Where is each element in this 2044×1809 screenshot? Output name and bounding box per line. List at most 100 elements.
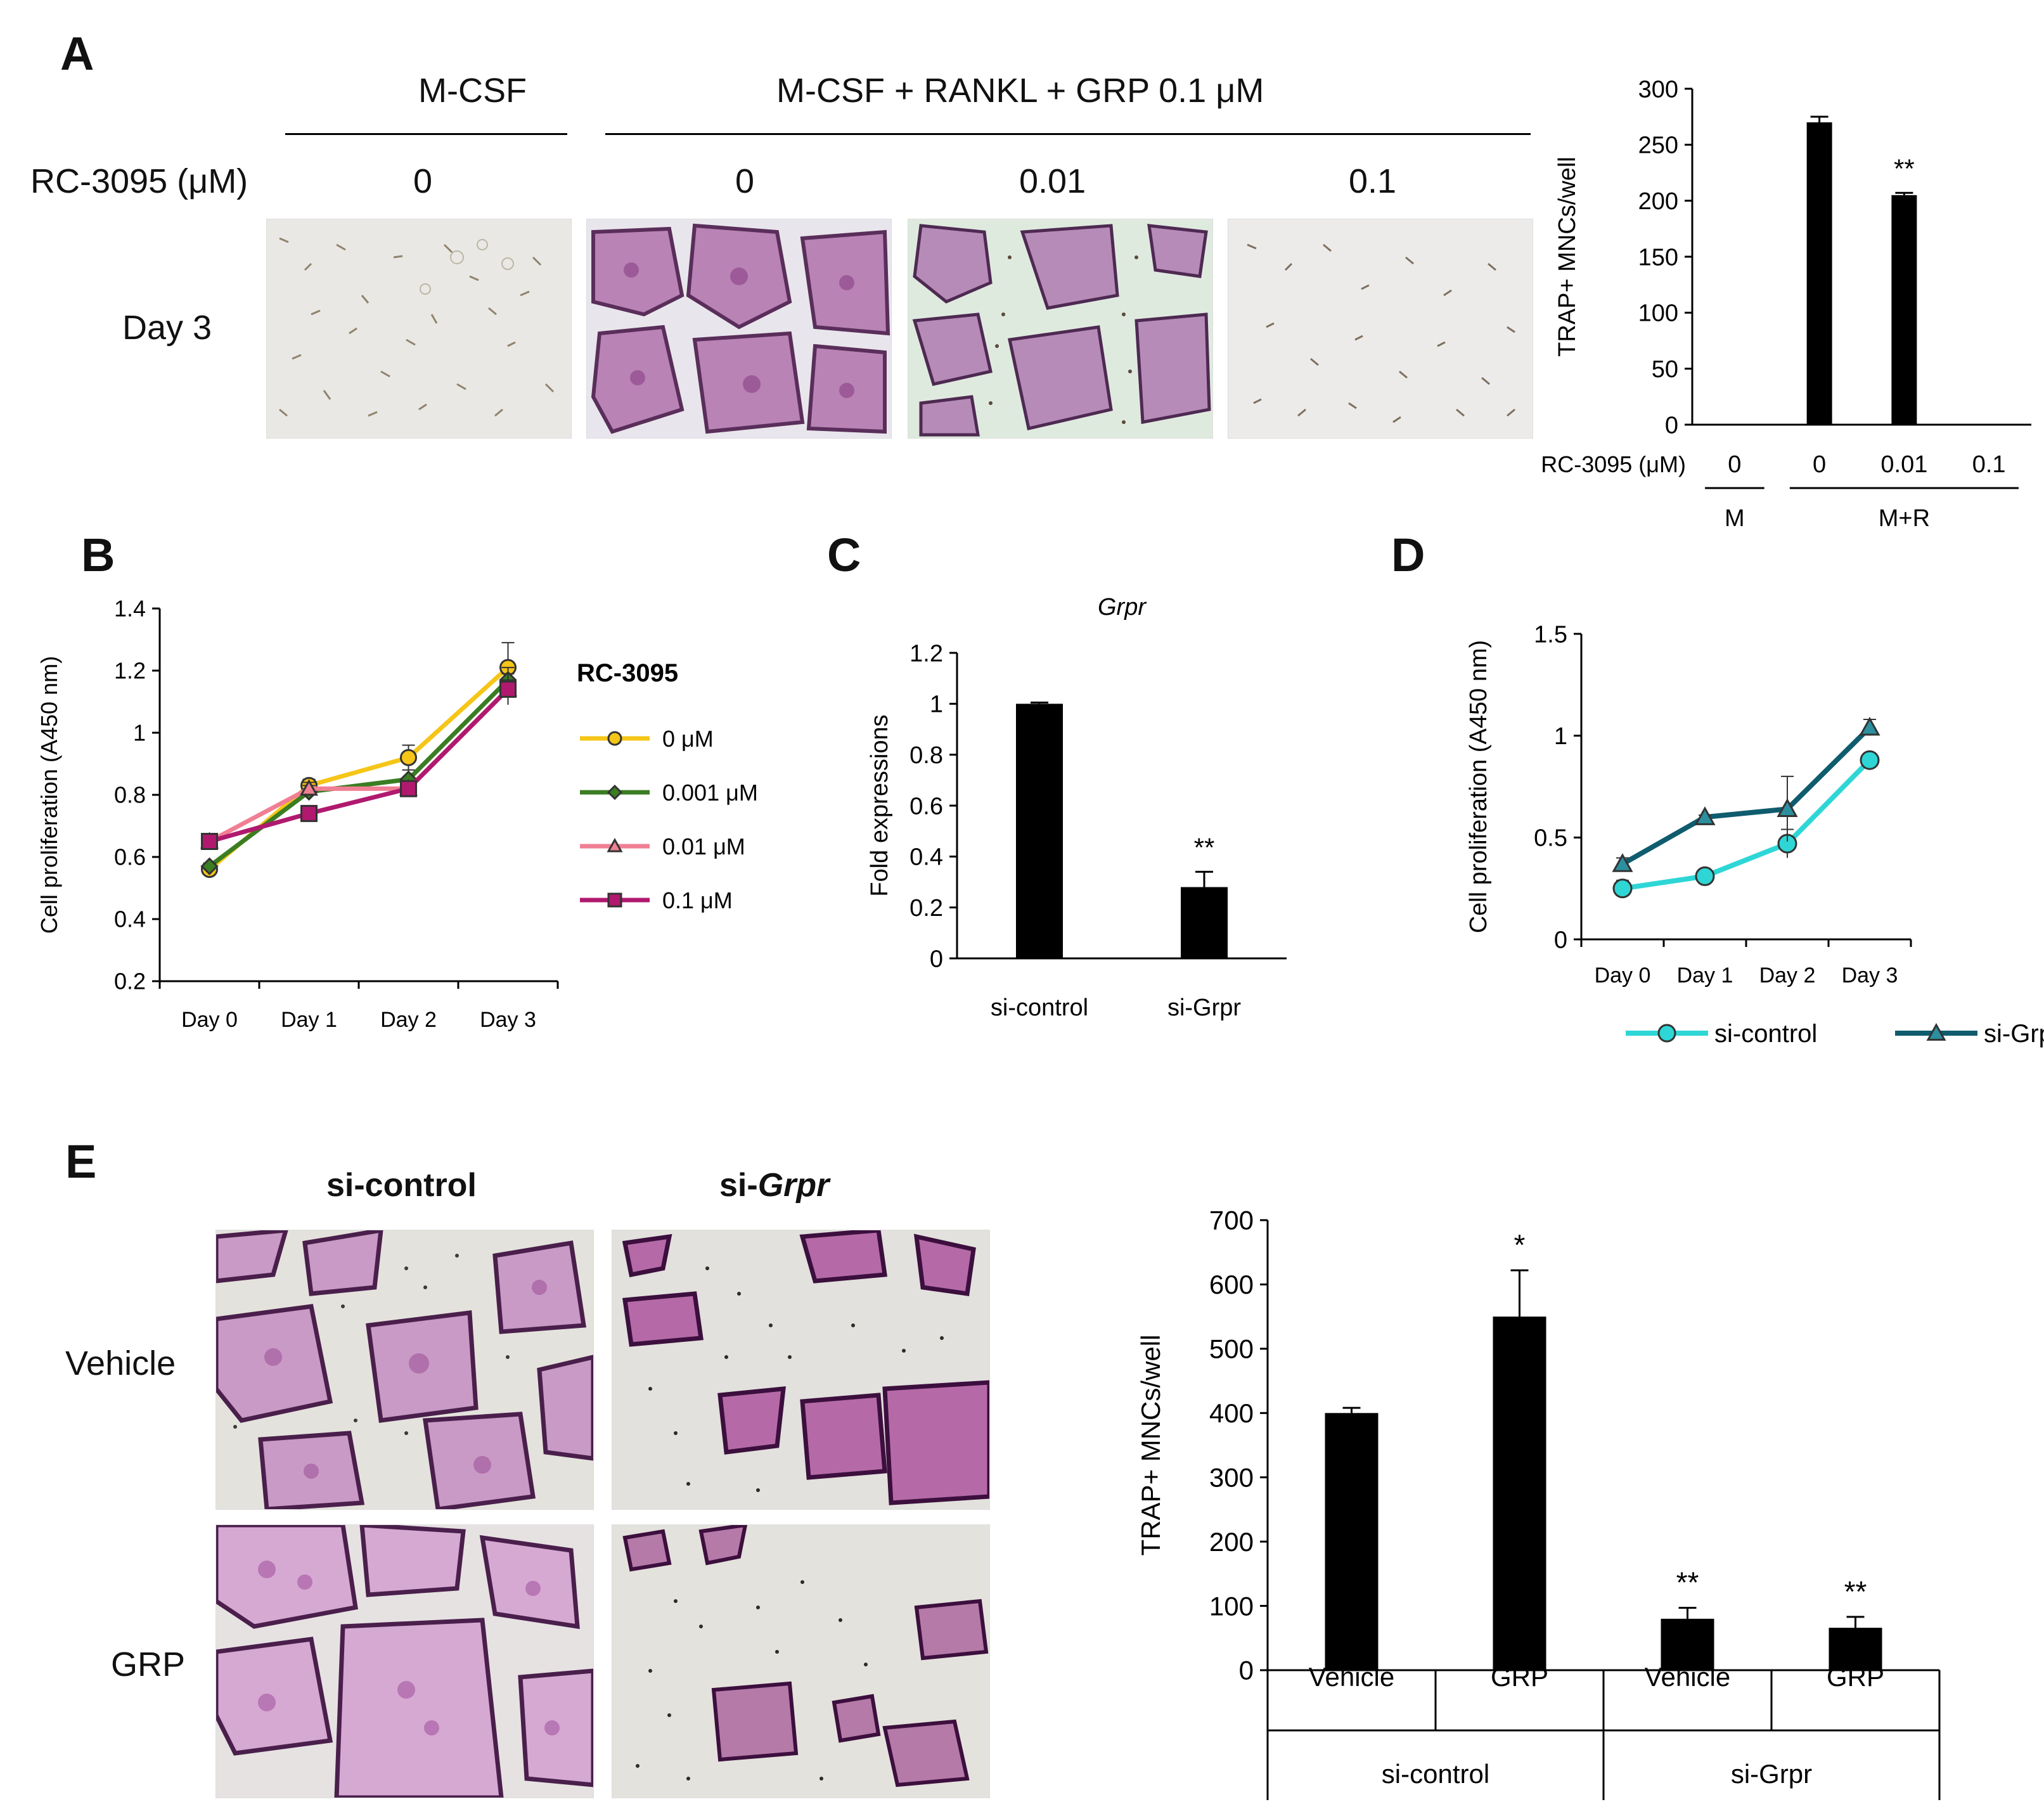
chart-e-trap-bar: 0 100 200 300 400 500 600 700 TRAP+ MNCs/well Veh… [1136, 1206, 1941, 1800]
y-tick-label: 0.2 [910, 895, 943, 922]
data-point [1612, 879, 1633, 899]
y-tick-label: 50 [1652, 356, 1678, 383]
bar [1806, 122, 1832, 425]
data-point [1777, 798, 1798, 818]
x-category-label: Vehicle [1645, 1662, 1730, 1692]
data-point [499, 680, 517, 698]
y-tick-label: 1.4 [114, 596, 146, 622]
chart-c-grpr-expression: 0 0.2 0.4 0.6 0.8 1 1.2 Fold expressions Grpr si-… [866, 594, 1287, 1021]
data-point [300, 804, 318, 822]
y-tick-label: 250 [1638, 132, 1678, 159]
y-tick-label: 1.5 [1534, 621, 1567, 648]
x-category-label: GRP [1827, 1662, 1884, 1692]
significance-label: * [1514, 1228, 1526, 1261]
dose-value: 0 [413, 162, 433, 200]
group-label: si-Grpr [1731, 1759, 1812, 1789]
data-point [400, 780, 417, 797]
y-axis-title: Cell proliferation (A450 nm) [1465, 640, 1492, 934]
x-category-label: GRP [1491, 1662, 1548, 1692]
panel-letter-c: C [827, 529, 861, 581]
row-label-day3: Day 3 [122, 309, 212, 347]
bar [1325, 1413, 1379, 1670]
bar [1891, 195, 1917, 425]
y-tick-label: 100 [1638, 300, 1678, 327]
x-category-label: Day 0 [181, 1008, 238, 1032]
y-tick-label: 0.8 [114, 782, 146, 808]
micrograph-sigrpr-vehicle [612, 1230, 990, 1510]
data-point [1695, 866, 1715, 886]
y-tick-label: 200 [1209, 1527, 1254, 1557]
bar [1181, 887, 1228, 958]
x-category-label: Day 1 [281, 1008, 337, 1032]
chart-b-proliferation: 0.2 0.4 0.6 0.8 1 1.2 1.4 Day 0 Day 1 Day 2 Day 3 C… [36, 596, 758, 1032]
x-category-label: Day 0 [1595, 963, 1651, 988]
bar [1493, 1317, 1546, 1670]
x-category-label: Day 3 [480, 1008, 536, 1032]
chart-a-trap-bar: 0 50 100 150 200 250 300 TRAP+ MNCs/well 0 0 ** 0.0… [1541, 76, 2031, 532]
legend-title: RC-3095 [577, 659, 678, 687]
y-tick-label: 0.8 [910, 742, 943, 769]
x-category-label: Day 2 [1759, 963, 1816, 988]
data-point [299, 779, 319, 796]
micrograph-sicontrol-grp [215, 1524, 594, 1798]
data-point [1859, 716, 1880, 736]
group-label: M+R [1879, 505, 1930, 532]
bar [1829, 1628, 1882, 1670]
x-category-label: 0 [1813, 451, 1826, 478]
data-point [1694, 806, 1716, 825]
y-tick-label: 700 [1209, 1206, 1254, 1235]
significance-label: ** [1676, 1566, 1699, 1599]
legend-label: si-control [1714, 1020, 1817, 1048]
y-tick-label: 0.6 [114, 844, 146, 870]
data-point [201, 833, 218, 850]
row-label-grp: GRP [111, 1645, 186, 1683]
y-tick-label: 300 [1209, 1462, 1254, 1492]
dose-value: 0.01 [1019, 162, 1086, 200]
y-tick-label: 500 [1209, 1334, 1254, 1364]
micrograph-sicontrol-vehicle [215, 1230, 594, 1510]
series-line [1622, 758, 1872, 891]
series-line [1621, 725, 1872, 866]
legend-marker [607, 837, 623, 853]
y-axis-title: TRAP+ MNCs/well [1554, 157, 1581, 357]
y-tick-label: 400 [1209, 1398, 1254, 1428]
y-tick-label: 1 [1554, 723, 1567, 750]
y-tick-label: 1.2 [910, 640, 943, 667]
x-category-label: 0.1 [1972, 451, 2006, 478]
significance-label: ** [1894, 153, 1915, 183]
significance-label: ** [1844, 1575, 1867, 1608]
panel-letter-b: B [81, 529, 115, 581]
legend-marker [1657, 1024, 1676, 1043]
data-point [200, 857, 219, 875]
y-axis-title: Fold expressions [866, 714, 893, 896]
y-tick-label: 0 [1554, 927, 1567, 953]
micrograph-rc01 [1228, 219, 1533, 439]
legend-label: 0.1 μM [662, 887, 733, 913]
significance-label: ** [1194, 832, 1215, 862]
x-category-label: Day 3 [1842, 963, 1898, 988]
y-tick-label: 100 [1209, 1591, 1254, 1621]
series-line [208, 666, 510, 872]
y-tick-label: 0 [1239, 1656, 1254, 1685]
micrograph-rc001 [908, 219, 1213, 439]
legend-marker [607, 784, 623, 801]
x-row-label: RC-3095 (μM) [1541, 451, 1686, 477]
chart-title: Grpr [1098, 594, 1147, 621]
y-tick-label: 1.2 [114, 658, 146, 684]
x-category-label: si-control [991, 995, 1088, 1021]
y-axis-title: Cell proliferation (A450 nm) [36, 656, 62, 934]
row-label-vehicle: Vehicle [65, 1344, 176, 1382]
y-tick-label: 200 [1638, 188, 1678, 215]
x-category-label: Vehicle [1309, 1662, 1394, 1692]
data-point [1612, 853, 1633, 872]
dose-value: 0 [735, 162, 755, 200]
x-category-label: Day 2 [380, 1008, 437, 1032]
y-tick-label: 150 [1638, 244, 1678, 271]
y-tick-label: 1 [930, 692, 943, 718]
y-axis-title: TRAP+ MNCs/well [1136, 1335, 1166, 1556]
y-tick-label: 0.2 [114, 969, 146, 995]
x-category-label: Day 1 [1677, 963, 1733, 988]
y-tick-label: 0.4 [114, 906, 146, 932]
legend-marker [607, 731, 622, 746]
dose-row-label: RC-3095 (μM) [30, 162, 248, 200]
